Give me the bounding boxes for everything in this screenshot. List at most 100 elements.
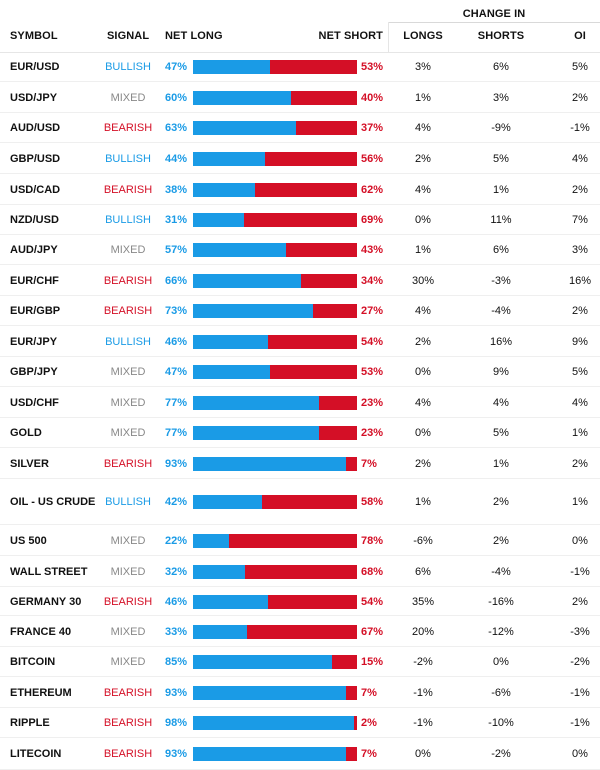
- header-net-short[interactable]: NET SHORT: [318, 30, 383, 42]
- sentiment-bar: [193, 655, 357, 669]
- sentiment-bar: [193, 747, 357, 761]
- change-oi-value: -3%: [570, 625, 590, 638]
- change-shorts-value: 6%: [493, 61, 509, 73]
- table-row[interactable]: USD/CAD BEARISH 38% 62% 4% 1% 2%: [0, 174, 600, 205]
- header-longs[interactable]: LONGS: [403, 30, 443, 42]
- table-row[interactable]: GERMANY 30 BEARISH 46% 54% 35% -16% 2%: [0, 587, 600, 616]
- symbol-link[interactable]: GOLD: [10, 427, 42, 439]
- symbol-link[interactable]: EUR/CHF: [10, 274, 59, 287]
- net-short-value: 54%: [361, 595, 384, 608]
- net-short-bar: [291, 90, 357, 105]
- net-long-value: 66%: [165, 274, 188, 287]
- table-row[interactable]: FRANCE 40 MIXED 33% 67% 20% -12% -3%: [0, 616, 600, 647]
- header-net-long[interactable]: NET LONG: [165, 30, 223, 42]
- table-row[interactable]: AUD/JPY MIXED 57% 43% 1% 6% 3%: [0, 235, 600, 265]
- table-row[interactable]: EUR/USD BULLISH 47% 53% 3% 6% 5%: [0, 52, 600, 82]
- change-shorts-value: 6%: [493, 244, 509, 256]
- net-long-value: 46%: [165, 335, 188, 348]
- net-short-bar: [270, 60, 357, 74]
- table-row[interactable]: EUR/CHF BEARISH 66% 34% 30% -3% 16%: [0, 265, 600, 296]
- table-row[interactable]: WALL STREET MIXED 32% 68% 6% -4% -1%: [0, 556, 600, 587]
- table-row[interactable]: AUD/USD BEARISH 63% 37% 4% -9% -1%: [0, 113, 600, 143]
- sentiment-bar: [193, 60, 357, 74]
- signal-label: BULLISH: [105, 335, 151, 348]
- symbol-link[interactable]: LITECOIN: [10, 748, 62, 760]
- symbol-link[interactable]: ETHEREUM: [10, 686, 72, 699]
- net-short-bar: [265, 151, 357, 166]
- table-row[interactable]: RIPPLE BEARISH 98% 2% -1% -10% -1%: [0, 708, 600, 738]
- symbol-link[interactable]: USD/CAD: [10, 183, 61, 196]
- change-oi-value: -1%: [570, 565, 590, 578]
- change-oi-value: 4%: [572, 152, 588, 165]
- table-row[interactable]: BITCOIN MIXED 85% 15% -2% 0% -2%: [0, 647, 600, 677]
- net-long-bar: [193, 90, 292, 105]
- table-row[interactable]: USD/CHF MIXED 77% 23% 4% 4% 4%: [0, 387, 600, 418]
- symbol-link[interactable]: AUD/USD: [10, 122, 61, 134]
- net-long-value: 47%: [165, 366, 188, 378]
- change-oi-value: 2%: [572, 183, 588, 196]
- change-longs-value: -6%: [413, 534, 433, 547]
- net-short-value: 53%: [361, 366, 384, 378]
- net-long-value: 93%: [165, 686, 188, 699]
- change-longs-value: -2%: [413, 656, 433, 668]
- signal-label: MIXED: [110, 625, 146, 638]
- header-symbol[interactable]: SYMBOL: [10, 30, 58, 42]
- net-long-value: 73%: [165, 305, 188, 317]
- sentiment-bar: [193, 624, 357, 639]
- symbol-link[interactable]: NZD/USD: [10, 214, 59, 226]
- table-row[interactable]: US 500 MIXED 22% 78% -6% 2% 0%: [0, 525, 600, 556]
- net-long-value: 77%: [165, 396, 188, 409]
- table-row[interactable]: GBP/USD BULLISH 44% 56% 2% 5% 4%: [0, 143, 600, 174]
- sentiment-bar: [193, 182, 357, 197]
- table-row[interactable]: GBP/JPY MIXED 47% 53% 0% 9% 5%: [0, 357, 600, 387]
- net-long-bar: [193, 121, 297, 135]
- table-row[interactable]: OIL - US CRUDE BULLISH 42% 58% 1% 2% 1%: [0, 479, 600, 525]
- symbol-link[interactable]: USD/CHF: [10, 396, 59, 409]
- table-row[interactable]: EUR/JPY BULLISH 46% 54% 2% 16% 9%: [0, 326, 600, 357]
- symbol-link[interactable]: GBP/USD: [10, 152, 61, 165]
- symbol-link[interactable]: USD/JPY: [10, 91, 58, 104]
- net-long-bar: [193, 655, 333, 669]
- symbol-link[interactable]: GERMANY 30: [10, 595, 82, 608]
- sentiment-bar: [193, 243, 357, 257]
- header-oi[interactable]: OI: [574, 30, 586, 42]
- change-longs-value: 0%: [415, 214, 431, 226]
- symbol-link[interactable]: BITCOIN: [10, 656, 56, 668]
- change-oi-value: 3%: [572, 244, 588, 256]
- net-short-bar: [286, 243, 357, 257]
- symbol-link[interactable]: EUR/GBP: [10, 305, 61, 317]
- signal-label: BEARISH: [103, 305, 153, 317]
- net-short-bar: [268, 334, 357, 349]
- symbol-link[interactable]: AUD/JPY: [10, 244, 58, 256]
- net-short-value: 62%: [361, 183, 384, 196]
- change-longs-value: 4%: [415, 396, 431, 409]
- net-long-bar: [193, 594, 269, 609]
- net-short-bar: [270, 365, 357, 379]
- header-divider-line: [0, 52, 600, 53]
- symbol-link[interactable]: RIPPLE: [10, 717, 50, 729]
- symbol-link[interactable]: US 500: [10, 534, 47, 547]
- symbol-link[interactable]: EUR/JPY: [10, 335, 58, 348]
- table-row[interactable]: GOLD MIXED 77% 23% 0% 5% 1%: [0, 418, 600, 448]
- sentiment-bar: [193, 121, 357, 135]
- sentiment-bar: [193, 213, 357, 227]
- symbol-link[interactable]: GBP/JPY: [10, 366, 58, 378]
- net-long-value: 31%: [165, 214, 188, 226]
- table-row[interactable]: ETHEREUM BEARISH 93% 7% -1% -6% -1%: [0, 677, 600, 708]
- symbol-link[interactable]: SILVER: [10, 457, 49, 470]
- table-row[interactable]: NZD/USD BULLISH 31% 69% 0% 11% 7%: [0, 205, 600, 235]
- sentiment-bar: [193, 456, 357, 471]
- net-short-value: 23%: [361, 396, 384, 409]
- table-row[interactable]: LITECOIN BEARISH 93% 7% 0% -2% 0%: [0, 738, 600, 770]
- symbol-link[interactable]: OIL - US CRUDE: [10, 496, 96, 508]
- change-oi-value: 0%: [572, 748, 588, 760]
- symbol-link[interactable]: EUR/USD: [10, 61, 60, 73]
- table-row[interactable]: USD/JPY MIXED 60% 40% 1% 3% 2%: [0, 82, 600, 113]
- header-signal[interactable]: SIGNAL: [107, 30, 150, 42]
- header-shorts[interactable]: SHORTS: [477, 30, 525, 42]
- table-row[interactable]: SILVER BEARISH 93% 7% 2% 1% 2%: [0, 448, 600, 479]
- table-row[interactable]: EUR/GBP BEARISH 73% 27% 4% -4% 2%: [0, 296, 600, 326]
- change-shorts-value: -16%: [488, 595, 514, 608]
- symbol-link[interactable]: WALL STREET: [10, 565, 88, 578]
- symbol-link[interactable]: FRANCE 40: [10, 625, 72, 638]
